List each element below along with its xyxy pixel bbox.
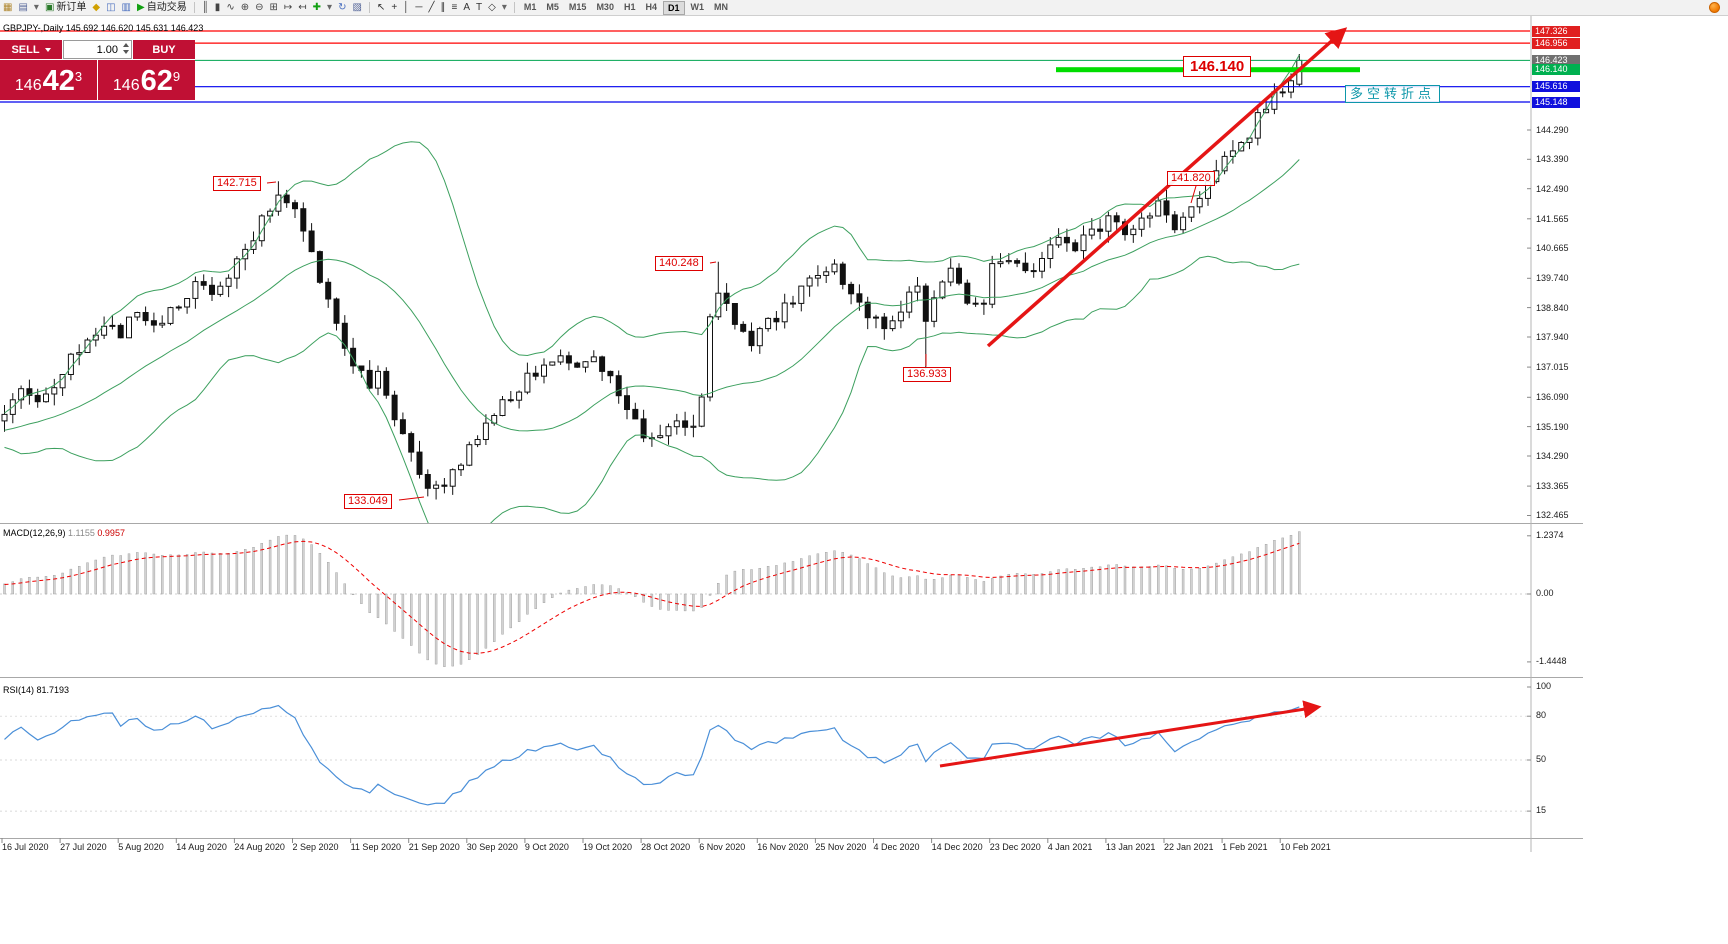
zoom-in-icon[interactable]: ⊕ [240,1,250,13]
main-toolbar: ▦ ▤ ▾ ▣ 新订单 ◆ ◫ ▥ ▶ 自动交易 ║ ▮ ∿ ⊕ ⊖ ⊞ ↦ ↤ ✚ ▾ ↻ ▧ ↖ + │ ─ ╱ ∥ ≡ A T ◇ ▾ M1… [0,0,1728,16]
metaeditor-icon[interactable]: ◆ [92,1,101,13]
volume-input[interactable]: 1.00 [63,40,132,59]
trendline-icon[interactable]: ╱ [428,1,435,13]
buy-price-display[interactable]: 146 62 9 [98,60,195,100]
sell-price-frac: 3 [74,69,83,84]
macd-signal-value: 0.9957 [97,528,125,538]
line-chart-icon[interactable]: ∿ [226,1,235,13]
tf-h1[interactable]: H1 [623,1,636,12]
profiles-caret-icon[interactable]: ▾ [33,1,39,13]
price-callout[interactable]: 140.248 [655,256,703,271]
terminal-icon[interactable]: ▥ [121,1,131,13]
toolbar-separator [193,2,195,13]
indicators-caret-icon[interactable]: ▾ [327,1,333,13]
tf-m30[interactable]: M30 [596,1,614,12]
tf-mn[interactable]: MN [714,1,728,12]
new-chart-icon[interactable]: ▦ [3,1,13,13]
label-icon[interactable]: T [476,1,483,13]
tf-m1[interactable]: M1 [523,1,537,12]
channel-icon[interactable]: ∥ [440,1,446,13]
rsi-panel [0,704,1530,812]
volume-spinner [123,43,129,54]
macd-main-value: 1.1155 [68,528,95,538]
price-level-callout-146140[interactable]: 146.140 [1183,56,1252,77]
arrows-icon[interactable]: ◇ [488,1,496,13]
toolbar-separator [368,2,370,13]
fibonacci-icon[interactable]: ≡ [451,1,458,13]
sell-price-display[interactable]: 146 42 3 [0,60,97,100]
cursor-icon[interactable]: ↖ [376,1,386,13]
auto-trading-button[interactable]: ▶ 自动交易 [137,1,187,13]
tf-d1[interactable]: D1 [662,0,685,15]
bollinger-bands [4,54,1300,523]
templates-icon[interactable]: ▧ [352,1,362,13]
macd-indicator-title: MACD(12,26,9) 1.1155 0.9957 [3,528,125,538]
candlestick-chart-icon[interactable]: ▮ [214,1,221,13]
buy-price-base: 146 [112,77,140,94]
zoom-out-icon[interactable]: ⊖ [255,1,264,13]
one-click-trading-panel: SELL 1.00 BUY 146 42 3 146 62 [0,40,195,100]
buy-price-pips: 62 [140,65,173,97]
price-callout[interactable]: 136.933 [903,367,951,382]
text-icon[interactable]: A [463,1,471,13]
buy-button[interactable]: BUY [133,40,195,59]
new-order-button[interactable]: ▣ 新订单 [44,1,87,13]
volume-value: 1.00 [96,43,118,56]
crosshair-icon[interactable]: + [391,1,398,13]
chart-ohlc-title: GBPJPY-,Daily 145.692 146.620 145.631 14… [3,23,203,33]
macd-signal-line [4,540,1300,654]
toolbar-separator [513,2,515,13]
arrows-caret-icon[interactable]: ▾ [501,1,507,13]
trend-arrow[interactable] [939,700,1322,768]
sell-options-caret-icon[interactable] [44,47,51,52]
macd-panel [0,531,1530,668]
tf-h4[interactable]: H4 [645,1,657,12]
turning-point-label[interactable]: 多空转折点 [1345,85,1441,103]
buy-price-frac: 9 [172,69,181,84]
tf-m5[interactable]: M5 [546,1,559,12]
horizontal-level-lines[interactable] [0,30,1530,103]
macd-label: MACD(12,26,9) [3,528,66,538]
axis-furniture [0,16,1583,852]
price-callout[interactable]: 142.715 [213,176,261,191]
volume-increase-button[interactable] [123,43,129,47]
candlestick-series [1,54,1303,500]
rsi-value: 81.7193 [36,685,70,695]
notification-icon[interactable] [1709,2,1720,13]
buy-button-label: BUY [152,43,176,56]
callout-leader-lines [266,181,1197,501]
tile-windows-icon[interactable]: ⊞ [269,1,278,13]
rsi-label: RSI(14) [3,685,35,695]
sell-price-base: 146 [14,77,42,94]
indicators-icon[interactable]: ✚ [312,1,322,13]
tf-m15[interactable]: M15 [568,1,587,12]
bar-chart-icon[interactable]: ║ [201,1,209,13]
tf-w1[interactable]: W1 [690,1,705,12]
history-center-icon[interactable]: ◫ [106,1,116,13]
chart-title-text: GBPJPY-,Daily 145.692 146.620 145.631 14… [3,23,204,33]
profiles-icon[interactable]: ▤ [18,1,28,13]
chart-shift-icon[interactable]: ↤ [298,1,307,13]
auto-scroll-icon[interactable]: ↦ [283,1,293,13]
sell-button-label: SELL [11,43,40,56]
trend-arrow[interactable] [986,27,1348,348]
sell-button[interactable]: SELL [0,40,62,59]
horizontal-line-icon[interactable]: ─ [415,1,423,13]
refresh-icon[interactable]: ↻ [338,1,347,13]
price-callout[interactable]: 141.820 [1167,171,1215,186]
vertical-line-icon[interactable]: │ [403,1,410,13]
price-callout[interactable]: 133.049 [344,494,392,509]
rsi-line [4,704,1300,806]
sell-price-pips: 42 [42,65,75,97]
rsi-indicator-title: RSI(14) 81.7193 [3,685,69,695]
volume-decrease-button[interactable] [123,50,129,54]
